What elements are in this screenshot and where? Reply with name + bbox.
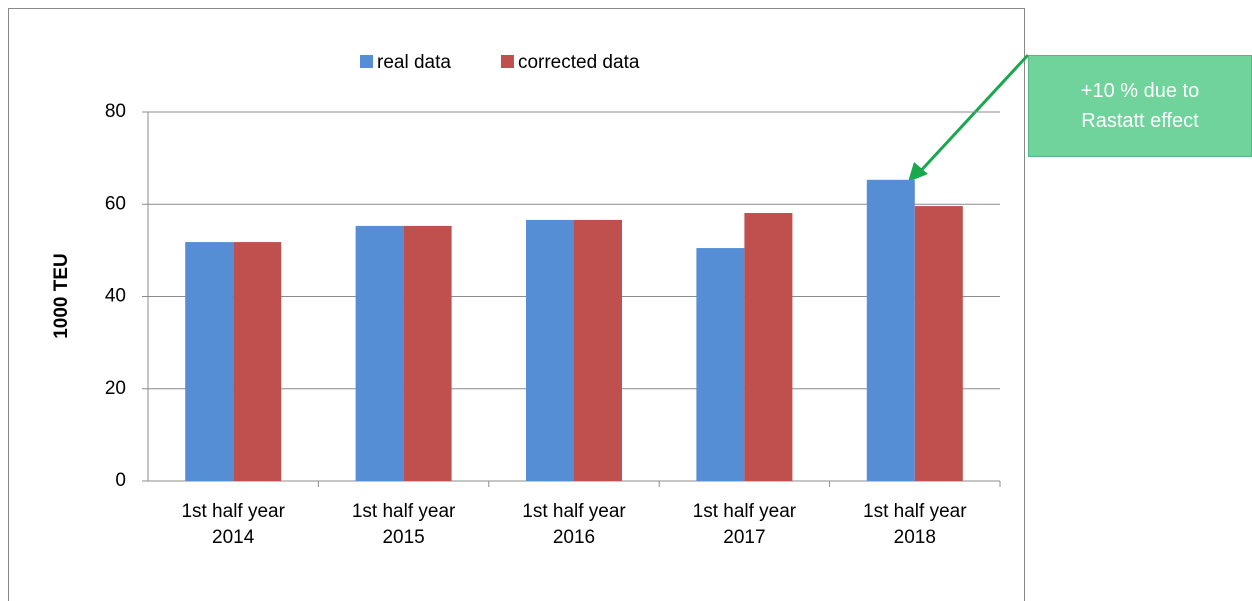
x-tick-label: 1st half year 2017 [692, 501, 797, 548]
bar [355, 225, 404, 481]
x-tick-label: 1st half year 2018 [863, 501, 967, 548]
legend-swatch [360, 55, 373, 68]
legend-label: corrected data [518, 52, 640, 73]
y-axis-label: 1000 TEU [51, 253, 72, 339]
x-tick-label: 1st half year 2014 [181, 501, 285, 548]
bar [185, 242, 234, 481]
y-tick-label: 40 [105, 286, 126, 307]
legend-label: real data [377, 52, 451, 73]
annotation-arrow [914, 53, 1030, 178]
x-tick-label: 1st half year 2015 [351, 501, 456, 548]
annotation-arrowhead [908, 162, 928, 182]
x-tick-label: 1st half year 2016 [522, 501, 626, 548]
bar [914, 206, 963, 481]
bar [744, 213, 793, 482]
bar [526, 219, 574, 481]
y-tick-label: 80 [105, 101, 126, 122]
bar [233, 242, 282, 481]
y-tick-label: 20 [105, 378, 126, 399]
legend-swatch [500, 55, 514, 68]
bar [866, 179, 915, 481]
bar [574, 219, 622, 481]
bar [696, 248, 745, 481]
annotation: +10 % due to Rastatt effect [1028, 55, 1252, 157]
y-tick-label: 0 [115, 470, 126, 491]
bar [403, 225, 452, 481]
chart-border [8, 8, 1025, 601]
y-tick-label: 60 [105, 193, 126, 214]
